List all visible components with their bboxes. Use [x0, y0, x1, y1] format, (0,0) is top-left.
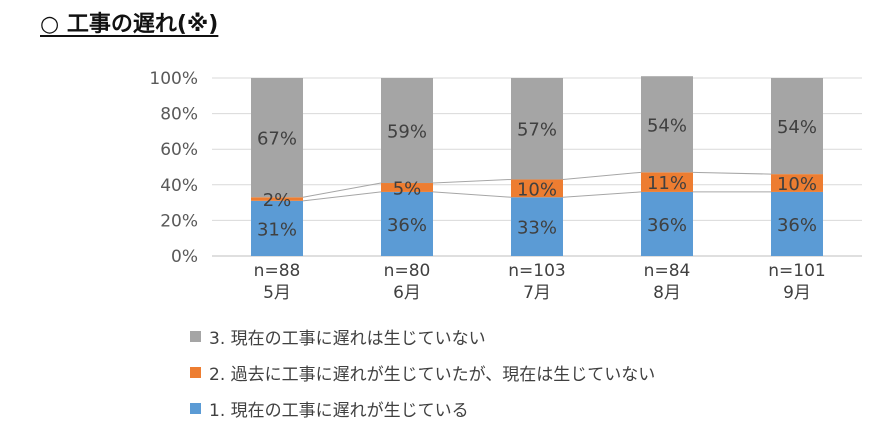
bar-segment	[511, 197, 563, 256]
bar-segment	[251, 200, 303, 256]
bar-segment	[381, 191, 433, 256]
bar-segment	[771, 191, 823, 256]
series-line	[302, 191, 771, 202]
sample-size-label: n=80	[384, 261, 431, 281]
data-label: 10%	[777, 174, 817, 195]
data-label: 10%	[517, 179, 557, 200]
sample-size-label: n=103	[508, 261, 565, 281]
sample-size-label: n=84	[644, 261, 691, 281]
sample-size-label: n=101	[768, 261, 825, 281]
legend-label-series-3: 3. 現在の工事に遅れは生じていない	[209, 328, 486, 349]
sample-size-label: n=88	[254, 261, 301, 281]
x-tick-label: 5月	[263, 283, 291, 303]
legend-item-series-3: 3. 現在の工事に遅れは生じていない	[190, 318, 655, 354]
legend-swatch-series-1	[190, 402, 201, 414]
x-tick-label: 9月	[783, 283, 811, 303]
bar-segment	[641, 172, 693, 192]
data-label: 5%	[393, 178, 422, 199]
data-label: 54%	[647, 115, 687, 136]
y-tick-label: 20%	[160, 211, 198, 231]
y-tick-label: 100%	[149, 69, 198, 89]
y-tick-label: 40%	[160, 176, 198, 196]
x-tick-label: 7月	[523, 283, 551, 303]
legend-label-series-1: 1. 現在の工事に遅れが生じている	[209, 400, 469, 421]
bar-segment	[641, 191, 693, 256]
data-label: 57%	[517, 120, 557, 141]
y-tick-label: 80%	[160, 105, 198, 125]
x-tick-label: 6月	[393, 283, 421, 303]
chart-title: ○ 工事の遅れ(※)	[40, 12, 219, 37]
data-label: 59%	[387, 122, 427, 143]
legend-swatch-series-2	[190, 366, 201, 378]
bar-segment	[511, 179, 563, 198]
series-line	[302, 171, 772, 198]
bar-segment	[381, 78, 433, 184]
legend-swatch-series-3	[190, 330, 201, 342]
data-label: 33%	[517, 218, 557, 239]
bar-segment	[251, 197, 303, 201]
legend-label-series-2: 2. 過去に工事に遅れが生じていたが、現在は生じていない	[209, 364, 656, 385]
bar-segment	[511, 78, 563, 180]
y-tick-label: 60%	[160, 140, 198, 160]
x-tick-label: 8月	[653, 283, 681, 303]
data-label: 2%	[263, 190, 292, 211]
bar-segment	[381, 183, 433, 192]
data-label: 36%	[647, 215, 687, 236]
bar-segment	[771, 78, 823, 175]
data-label: 36%	[777, 215, 817, 236]
legend-item-series-1: 1. 現在の工事に遅れが生じている	[190, 390, 655, 426]
bar-segment	[641, 76, 693, 173]
bar-segment	[771, 174, 823, 192]
legend: 3. 現在の工事に遅れは生じていない 2. 過去に工事に遅れが生じていたが、現在…	[190, 318, 655, 426]
data-label: 67%	[257, 129, 297, 150]
data-label: 54%	[777, 117, 817, 138]
y-tick-label: 0%	[171, 247, 198, 267]
bar-segment	[251, 78, 303, 198]
legend-item-series-2: 2. 過去に工事に遅れが生じていたが、現在は生じていない	[190, 354, 655, 390]
data-label: 11%	[647, 173, 687, 194]
data-label: 36%	[387, 215, 427, 236]
data-label: 31%	[257, 219, 297, 240]
